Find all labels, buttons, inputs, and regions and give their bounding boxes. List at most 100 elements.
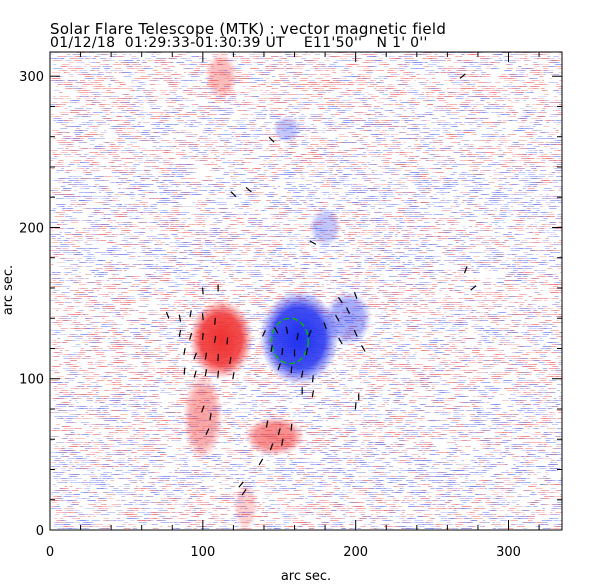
noise-pixel	[505, 158, 513, 159]
noise-pixel	[470, 110, 479, 111]
noise-pixel	[373, 88, 377, 89]
noise-pixel	[506, 68, 513, 69]
noise-pixel	[459, 124, 465, 125]
noise-pixel	[480, 60, 488, 61]
noise-pixel	[430, 100, 436, 101]
noise-pixel	[76, 74, 84, 75]
noise-pixel	[357, 140, 365, 141]
noise-pixel	[164, 160, 171, 161]
noise-pixel	[79, 70, 87, 71]
noise-pixel	[473, 140, 478, 141]
noise-pixel	[129, 118, 136, 119]
noise-pixel	[438, 106, 448, 107]
noise-pixel	[58, 180, 65, 181]
noise-pixel	[83, 142, 89, 143]
noise-pixel	[98, 192, 102, 193]
noise-pixel	[140, 76, 150, 77]
noise-pixel	[404, 156, 408, 157]
noise-pixel	[280, 86, 290, 87]
noise-pixel	[554, 64, 562, 65]
noise-pixel	[484, 68, 492, 69]
noise-pixel	[384, 66, 389, 67]
noise-pixel	[236, 140, 240, 141]
noise-pixel	[288, 104, 293, 105]
noise-pixel	[312, 90, 317, 91]
noise-pixel	[103, 68, 110, 69]
noise-pixel	[527, 158, 535, 159]
noise-pixel	[76, 164, 80, 165]
noise-pixel	[440, 166, 447, 167]
noise-pixel	[482, 90, 489, 91]
noise-pixel	[469, 156, 476, 157]
noise-pixel	[518, 54, 528, 55]
noise-pixel	[102, 60, 111, 61]
noise-pixel	[339, 102, 344, 103]
noise-pixel	[425, 70, 435, 71]
noise-pixel	[291, 98, 299, 99]
noise-pixel	[512, 162, 517, 163]
noise-pixel	[276, 80, 284, 81]
noise-pixel	[320, 74, 331, 75]
noise-pixel	[73, 66, 82, 67]
noise-pixel	[402, 166, 406, 167]
noise-pixel	[205, 124, 214, 125]
noise-pixel	[284, 58, 287, 59]
noise-pixel	[332, 70, 336, 71]
noise-pixel	[328, 124, 331, 125]
noise-pixel	[553, 56, 560, 57]
noise-pixel	[158, 148, 161, 149]
noise-pixel	[64, 120, 73, 121]
noise-pixel	[155, 72, 163, 73]
noise-pixel	[255, 192, 264, 193]
noise-pixel	[249, 130, 255, 131]
noise-pixel	[374, 116, 383, 117]
noise-pixel	[105, 114, 110, 115]
noise-pixel	[83, 114, 93, 115]
noise-pixel	[495, 168, 501, 169]
noise-pixel	[353, 188, 363, 189]
noise-pixel	[365, 106, 372, 107]
noise-pixel	[116, 112, 125, 113]
noise-pixel	[399, 138, 407, 139]
noise-pixel	[496, 122, 507, 123]
noise-pixel	[268, 94, 278, 95]
noise-pixel	[120, 62, 130, 63]
noise-pixel	[461, 88, 471, 89]
noise-pixel	[342, 120, 347, 121]
noise-pixel	[377, 154, 381, 155]
noise-pixel	[247, 78, 254, 79]
noise-pixel	[308, 118, 315, 119]
noise-pixel	[455, 84, 463, 85]
noise-pixel	[181, 108, 184, 109]
noise-pixel	[364, 130, 367, 131]
noise-pixel	[202, 106, 210, 107]
noise-pixel	[207, 148, 213, 149]
noise-pixel	[426, 92, 429, 93]
noise-pixel	[282, 100, 289, 101]
noise-pixel	[71, 122, 75, 123]
noise-pixel	[303, 86, 306, 87]
noise-pixel	[520, 74, 524, 75]
noise-pixel	[260, 140, 268, 141]
noise-pixel	[99, 96, 109, 97]
noise-pixel	[518, 172, 526, 173]
noise-pixel	[384, 136, 394, 137]
noise-pixel	[379, 114, 384, 115]
noise-pixel	[304, 104, 312, 105]
noise-pixel	[314, 188, 321, 189]
noise-pixel	[447, 60, 452, 61]
noise-pixel	[199, 118, 204, 119]
noise-pixel	[97, 74, 101, 75]
noise-pixel	[483, 118, 489, 119]
noise-pixel	[431, 78, 436, 79]
noise-pixel	[232, 120, 240, 121]
noise-pixel	[310, 124, 315, 125]
noise-pixel	[193, 122, 202, 123]
noise-pixel	[183, 72, 187, 73]
noise-pixel	[101, 104, 104, 105]
noise-pixel	[243, 144, 249, 145]
noise-pixel	[479, 146, 484, 147]
noise-pixel	[294, 74, 303, 75]
noise-pixel	[463, 106, 472, 107]
